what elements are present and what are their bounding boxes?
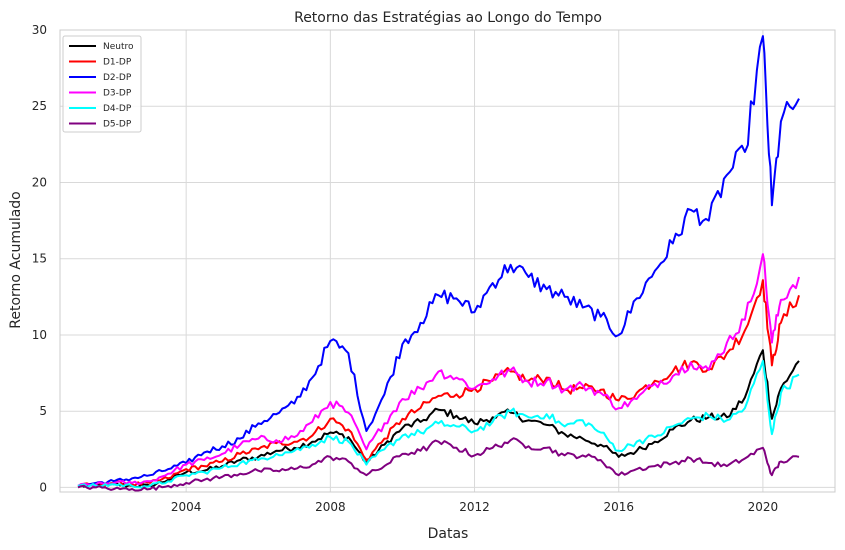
y-tick-label: 30 [32, 23, 47, 37]
series-line-d1-dp [77, 279, 800, 488]
series-line-d2-dp [78, 35, 800, 487]
legend-label: D4-DP [103, 104, 132, 114]
legend-label: D1-DP [103, 58, 132, 68]
x-tick-label: 2012 [459, 500, 490, 514]
x-axis-ticks: 2004 2008 2012 2016 2020 [171, 500, 778, 514]
series-line-d3-dp [77, 253, 800, 487]
y-tick-label: 25 [32, 99, 47, 113]
legend-label: Neutro [103, 42, 134, 52]
legend-label: D3-DP [103, 89, 132, 99]
y-tick-label: 15 [32, 252, 47, 266]
grid-lines [60, 29, 835, 492]
y-tick-label: 10 [32, 328, 47, 342]
x-tick-label: 2020 [748, 500, 779, 514]
y-tick-label: 20 [32, 175, 47, 189]
x-tick-label: 2004 [171, 500, 202, 514]
legend-label: D2-DP [103, 73, 132, 83]
series-line-d4-dp [77, 359, 800, 489]
series-lines [77, 35, 800, 492]
y-tick-label: 0 [39, 480, 47, 494]
x-tick-label: 2016 [603, 500, 634, 514]
y-axis-ticks: 0 5 10 15 20 25 30 [32, 23, 47, 494]
plot-frame [59, 29, 836, 493]
x-axis-label: Datas [428, 526, 469, 542]
x-tick-label: 2008 [315, 500, 346, 514]
y-axis-label: Retorno Acumulado [8, 191, 24, 329]
chart-title: Retorno das Estratégias ao Longo do Temp… [294, 10, 602, 26]
legend-label: D5-DP [103, 120, 132, 130]
legend: Neutro D1-DP D2-DP D3-DP D4-DP D5-DP [62, 35, 142, 133]
y-tick-label: 5 [39, 404, 47, 418]
series-line-d5-dp [77, 437, 800, 492]
